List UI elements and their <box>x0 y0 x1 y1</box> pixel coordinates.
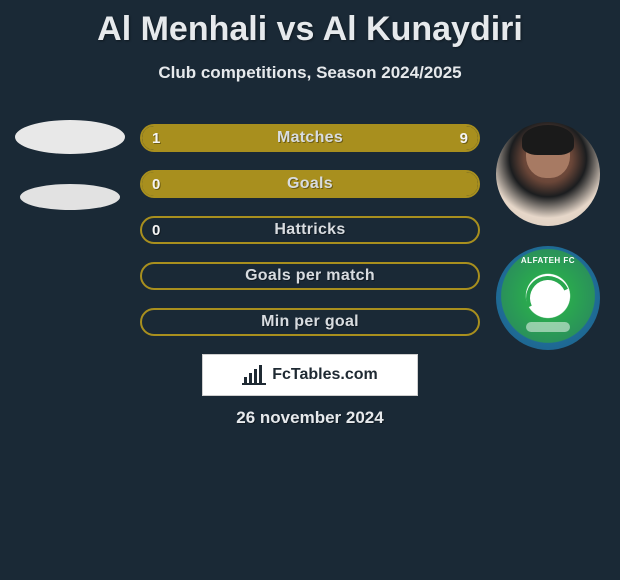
brand-badge: FcTables.com <box>202 354 418 396</box>
left-avatar-placeholder-1 <box>15 120 125 154</box>
right-player-column: ALFATEH FC <box>498 122 598 350</box>
stats-bars: Matches19Goals0Hattricks0Goals per match… <box>140 124 480 336</box>
stat-bar: Goals0 <box>140 170 480 198</box>
page-title: Al Menhali vs Al Kunaydiri <box>0 0 620 49</box>
stat-value-left: 0 <box>152 218 160 242</box>
stat-bar: Hattricks0 <box>140 216 480 244</box>
stat-value-left: 1 <box>152 126 160 150</box>
stat-value-left: 0 <box>152 172 160 196</box>
stat-bar-label: Hattricks <box>142 218 478 242</box>
player-photo-icon <box>496 122 600 226</box>
left-avatar-placeholder-2 <box>20 184 120 210</box>
date-text: 26 november 2024 <box>0 408 620 428</box>
stat-bar-label: Matches <box>142 126 478 150</box>
left-player-column <box>10 120 130 210</box>
stat-value-right: 9 <box>460 126 468 150</box>
club-badge-icon: ALFATEH FC <box>496 246 600 350</box>
stat-bar: Matches1 9 <box>140 124 480 152</box>
stat-bar-label: Goals per match <box>142 264 478 288</box>
subtitle: Club competitions, Season 2024/2025 <box>0 63 620 83</box>
stat-bar: Min per goal <box>140 308 480 336</box>
bar-chart-icon <box>242 365 266 385</box>
stat-bar-label: Min per goal <box>142 310 478 334</box>
stat-bar-label: Goals <box>142 172 478 196</box>
stat-bar: Goals per match <box>140 262 480 290</box>
brand-text: FcTables.com <box>272 366 378 384</box>
club-badge-text: ALFATEH FC <box>496 256 600 265</box>
